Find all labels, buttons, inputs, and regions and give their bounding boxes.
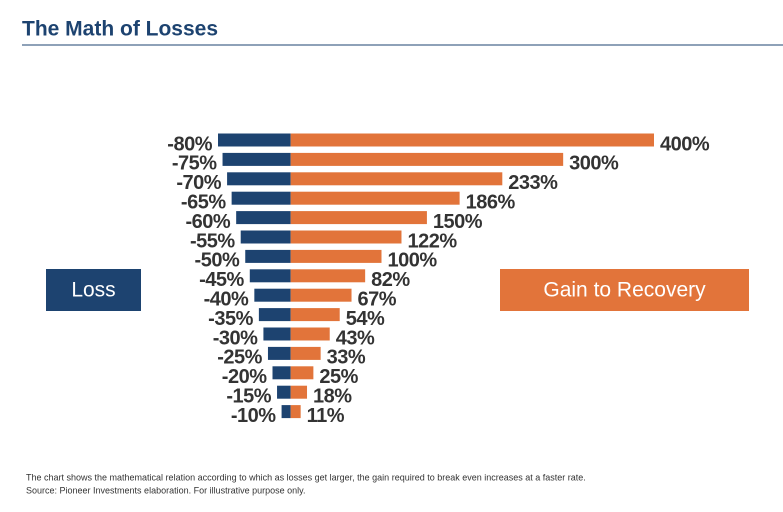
- value-label: -55%: [190, 230, 235, 252]
- footnote: The chart shows the mathematical relatio…: [26, 472, 586, 482]
- value-label: -35%: [208, 308, 253, 330]
- value-label: 54%: [346, 308, 385, 330]
- value-label: 150%: [433, 211, 483, 233]
- bar: [290, 152, 564, 166]
- bar: [227, 172, 291, 186]
- bar: [236, 211, 291, 225]
- footnote: Source: Pioneer Investments elaboration.…: [26, 485, 305, 495]
- value-label: 100%: [388, 250, 438, 272]
- bar: [245, 249, 291, 263]
- value-label: 122%: [407, 230, 457, 252]
- bar: [290, 308, 340, 322]
- value-label: -80%: [167, 133, 212, 155]
- bar: [290, 269, 366, 283]
- bar: [281, 405, 291, 419]
- value-label: 82%: [371, 269, 410, 291]
- value-label: 43%: [336, 327, 375, 349]
- bar: [290, 327, 330, 341]
- value-label: -10%: [231, 405, 276, 427]
- bar: [258, 308, 291, 322]
- bar: [277, 385, 291, 399]
- value-label: 400%: [660, 133, 710, 155]
- bar: [290, 366, 314, 380]
- value-label: -45%: [199, 269, 244, 291]
- bar: [290, 249, 382, 263]
- legend-label: Gain to Recovery: [543, 279, 706, 302]
- bar: [290, 191, 460, 205]
- bar: [290, 385, 308, 399]
- value-label: 18%: [313, 385, 352, 407]
- bar: [222, 152, 291, 166]
- value-label: -75%: [172, 153, 217, 175]
- value-label: -65%: [181, 191, 226, 213]
- value-label: 25%: [319, 366, 358, 388]
- bar: [267, 346, 291, 360]
- bar: [254, 288, 291, 302]
- value-label: 233%: [508, 172, 558, 194]
- value-label: -30%: [213, 327, 258, 349]
- legend-box: [500, 269, 749, 311]
- bar: [290, 172, 503, 186]
- bar: [272, 366, 291, 380]
- value-label: -70%: [176, 172, 221, 194]
- bar: [290, 211, 427, 225]
- bar: [249, 269, 291, 283]
- value-label: -50%: [195, 250, 240, 272]
- value-label: 67%: [358, 288, 397, 310]
- legend-label: Loss: [71, 279, 115, 302]
- bar: [240, 230, 291, 244]
- value-label: 186%: [466, 191, 516, 213]
- bar: [263, 327, 291, 341]
- bar: [290, 288, 352, 302]
- value-label: 300%: [569, 153, 619, 175]
- bar: [218, 133, 291, 147]
- value-label: 33%: [327, 347, 366, 369]
- bar: [290, 133, 654, 147]
- value-label: -40%: [204, 288, 249, 310]
- value-label: -15%: [226, 385, 271, 407]
- legend-box: [46, 269, 141, 311]
- value-label: -60%: [185, 211, 230, 233]
- bar: [290, 346, 321, 360]
- value-label: 11%: [307, 405, 345, 427]
- chart-title: The Math of Losses: [22, 18, 218, 41]
- bar: [290, 230, 402, 244]
- value-label: -25%: [217, 347, 262, 369]
- bar: [290, 405, 301, 419]
- bar: [231, 191, 291, 205]
- value-label: -20%: [222, 366, 267, 388]
